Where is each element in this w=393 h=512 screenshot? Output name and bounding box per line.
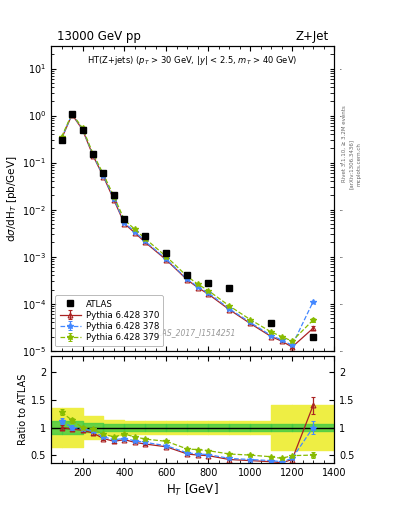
- Text: HT(Z+jets) ($p_T$ > 30 GeV, $|y|$ < 2.5, $m_T$ > 40 GeV): HT(Z+jets) ($p_T$ > 30 GeV, $|y|$ < 2.5,…: [87, 54, 298, 67]
- ATLAS: [112, 193, 116, 199]
- ATLAS: [206, 280, 211, 286]
- ATLAS: [269, 321, 274, 327]
- Text: Z+Jet: Z+Jet: [295, 30, 329, 43]
- Text: [arXiv:1306.3436]: [arXiv:1306.3436]: [349, 139, 354, 189]
- ATLAS: [311, 333, 316, 339]
- ATLAS: [80, 126, 85, 133]
- Y-axis label: Ratio to ATLAS: Ratio to ATLAS: [18, 374, 28, 445]
- ATLAS: [122, 216, 127, 222]
- Text: Rivet 3.1.10, ≥ 3.2M events: Rivet 3.1.10, ≥ 3.2M events: [342, 105, 346, 182]
- ATLAS: [70, 111, 74, 117]
- ATLAS: [164, 250, 169, 256]
- ATLAS: [101, 170, 106, 176]
- Text: 13000 GeV pp: 13000 GeV pp: [57, 30, 141, 43]
- Text: ATLAS_2017_I1514251: ATLAS_2017_I1514251: [149, 328, 236, 337]
- ATLAS: [91, 151, 95, 157]
- Y-axis label: d$\sigma$/dH$_T$ [pb/GeV]: d$\sigma$/dH$_T$ [pb/GeV]: [5, 155, 19, 242]
- ATLAS: [59, 137, 64, 143]
- ATLAS: [227, 285, 231, 291]
- Line: ATLAS: ATLAS: [59, 111, 316, 339]
- ATLAS: [185, 272, 190, 279]
- ATLAS: [143, 232, 148, 239]
- X-axis label: H$_T$ [GeV]: H$_T$ [GeV]: [166, 482, 219, 499]
- Text: mcplots.cern.ch: mcplots.cern.ch: [356, 142, 361, 186]
- Legend: ATLAS, Pythia 6.428 370, Pythia 6.428 378, Pythia 6.428 379: ATLAS, Pythia 6.428 370, Pythia 6.428 37…: [55, 295, 163, 347]
